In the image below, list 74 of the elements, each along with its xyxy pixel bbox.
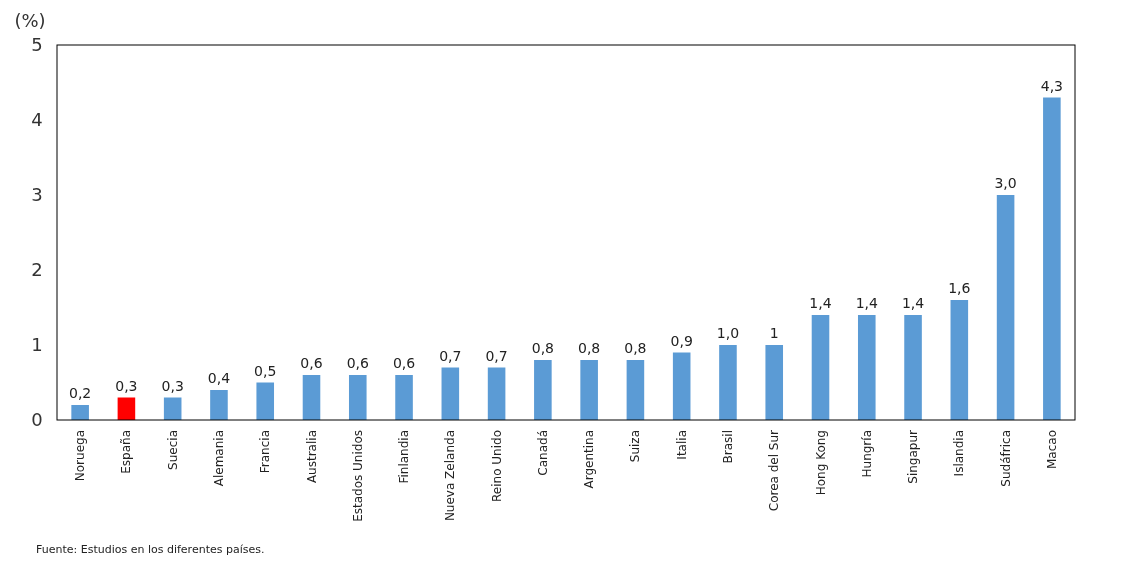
data-label: 1,4 xyxy=(809,295,832,311)
y-tick-label: 3 xyxy=(31,184,43,206)
bar xyxy=(857,315,876,420)
data-label: 4,3 xyxy=(1040,77,1063,94)
x-tick-label: Suecia xyxy=(165,430,180,470)
data-label: 0,9 xyxy=(670,332,693,349)
data-label: 0,8 xyxy=(624,340,647,356)
data-label: 0,6 xyxy=(392,355,416,371)
data-label: 3,0 xyxy=(994,175,1017,191)
bar xyxy=(950,300,969,420)
y-tick-label: 5 xyxy=(31,34,43,56)
x-tick-label: Estados Unidos xyxy=(350,430,365,522)
x-tick-label: Alemania xyxy=(211,430,226,487)
y-tick-label: 2 xyxy=(31,259,43,281)
x-tick-label: Noruega xyxy=(73,430,88,482)
y-axis-title: (%) xyxy=(14,10,46,31)
bar xyxy=(163,397,182,420)
bar xyxy=(117,397,136,420)
data-label: 0,4 xyxy=(207,370,231,386)
x-tick-label: Brasil xyxy=(720,430,735,464)
data-label: 0,7 xyxy=(439,347,462,364)
x-tick-label: Canadá xyxy=(535,430,550,476)
data-label: 1,4 xyxy=(855,295,878,311)
bar xyxy=(71,405,89,420)
bar xyxy=(348,375,367,420)
y-tick-label: 1 xyxy=(31,334,43,356)
data-label: 0,7 xyxy=(485,347,508,364)
y-tick-label: 0 xyxy=(31,409,43,431)
bar xyxy=(672,352,691,420)
x-tick-label: Sudáfrica xyxy=(998,430,1013,487)
x-tick-label: Corea del Sur xyxy=(767,429,782,512)
data-label: 0,3 xyxy=(115,377,138,394)
x-tick-label: Suiza xyxy=(628,430,643,463)
bar xyxy=(302,375,321,420)
bar xyxy=(395,375,413,420)
bar xyxy=(765,345,784,420)
data-label: 0,8 xyxy=(531,340,554,356)
x-tick-label: Reino Unido xyxy=(489,430,504,502)
bar xyxy=(487,367,506,420)
x-tick-label: Islandia xyxy=(952,430,967,477)
x-tick-label: Singapur xyxy=(906,429,921,484)
data-label: 0,8 xyxy=(578,340,601,356)
bar xyxy=(1043,97,1061,420)
x-tick-label: Italia xyxy=(674,430,689,460)
bar xyxy=(811,315,830,420)
x-tick-label: Hungría xyxy=(859,430,874,478)
x-tick-label: Macao xyxy=(1044,430,1059,469)
bar xyxy=(626,360,645,420)
data-label: 1 xyxy=(769,325,779,341)
data-label: 1,4 xyxy=(901,295,925,311)
data-label: 0,6 xyxy=(300,355,323,371)
x-tick-label: Nueva Zelanda xyxy=(443,430,458,522)
x-tick-label: Francia xyxy=(258,430,273,474)
bar xyxy=(719,345,737,420)
x-tick-label: Hong Kong xyxy=(813,430,828,496)
data-label: 1,6 xyxy=(948,280,971,296)
x-tick-label: España xyxy=(119,430,134,474)
bar xyxy=(534,360,552,420)
x-tick-label: Finlandia xyxy=(397,430,412,484)
bar xyxy=(580,360,598,420)
bar xyxy=(256,382,275,420)
bar xyxy=(210,390,228,420)
data-label: 0,2 xyxy=(69,385,92,401)
y-tick-label: 4 xyxy=(31,109,43,131)
bar xyxy=(441,367,460,420)
data-label: 0,6 xyxy=(346,355,369,371)
x-tick-label: Argentina xyxy=(582,430,597,489)
data-label: 0,5 xyxy=(254,362,277,379)
data-label: 0,3 xyxy=(161,377,184,394)
x-tick-label: Australia xyxy=(304,430,319,484)
bar xyxy=(996,195,1015,420)
data-label: 1,0 xyxy=(716,325,740,341)
source-note: Fuente: Estudios en los diferentes países. xyxy=(36,543,265,556)
bar xyxy=(904,315,922,420)
